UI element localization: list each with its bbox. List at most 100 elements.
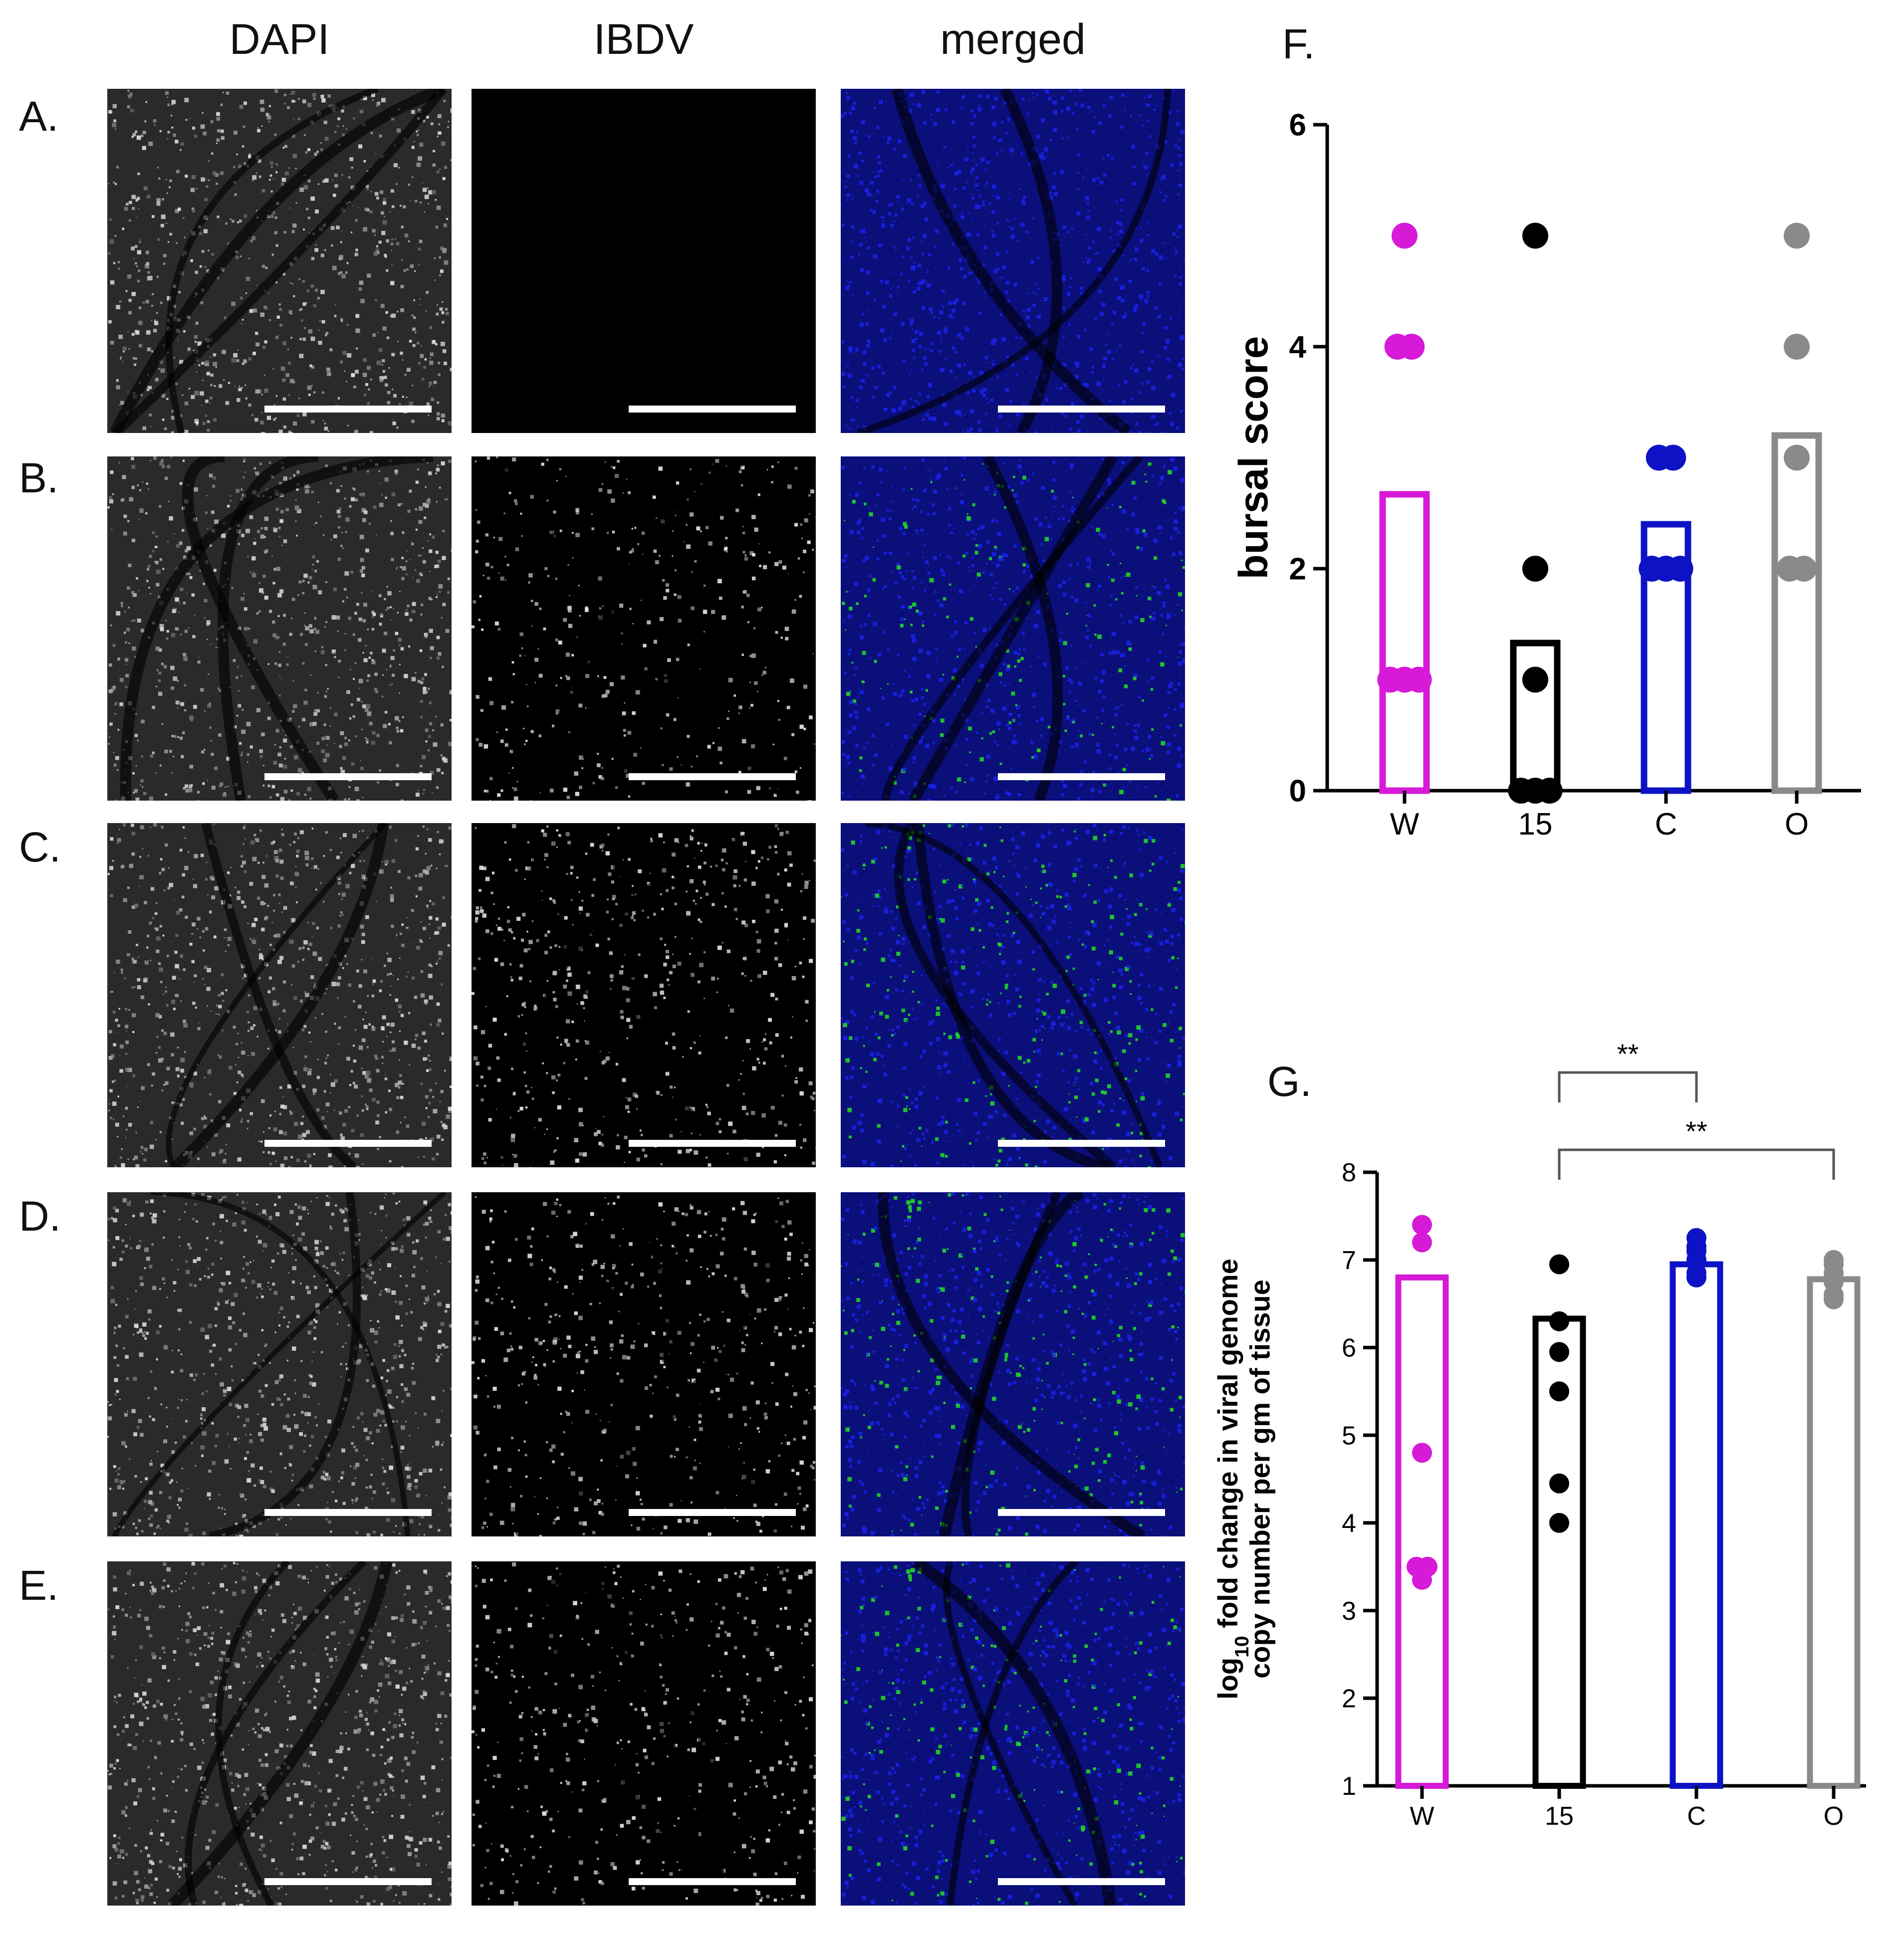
micrograph-d-dapi <box>107 1192 452 1536</box>
y-tick-label: 4 <box>1289 330 1307 365</box>
data-point-15 <box>1522 222 1548 249</box>
data-point-15 <box>1522 556 1548 582</box>
micrograph-e-merged <box>841 1561 1185 1906</box>
data-point-15 <box>1549 1311 1569 1331</box>
row-label-e: E. <box>19 1562 59 1609</box>
row-label-d: D. <box>19 1193 61 1240</box>
y-tick-label: 5 <box>1342 1421 1356 1450</box>
micrograph-e-ibdv <box>472 1561 816 1906</box>
data-point-O <box>1824 1289 1844 1309</box>
data-point-15 <box>1549 1473 1569 1494</box>
scale-bar <box>629 773 796 780</box>
bar-C <box>1669 1261 1723 1789</box>
y-tick-label: 1 <box>1342 1772 1356 1801</box>
x-tick-label: C <box>1687 1802 1706 1831</box>
row-label-b: B. <box>19 454 59 501</box>
data-point-15 <box>1549 1512 1569 1533</box>
scale-bar <box>998 1878 1165 1885</box>
data-point-W <box>1399 334 1425 360</box>
micrograph-a-dapi <box>107 89 452 433</box>
scale-bar <box>264 1878 432 1885</box>
significance-bracket <box>1558 1148 1835 1180</box>
micrograph-a-ibdv <box>472 89 816 433</box>
significance-label: ** <box>1617 1038 1639 1070</box>
y-tick-label: 6 <box>1289 108 1306 143</box>
micrograph-b-ibdv <box>472 456 816 801</box>
data-point-W <box>1412 1232 1432 1253</box>
y-axis-label-line1: log10 fold change in viral genome <box>1212 1259 1253 1700</box>
micrograph-b-dapi <box>107 456 452 801</box>
x-tick-label: W <box>1390 807 1420 842</box>
y-axis-label-line2: copy number per gm of tissue <box>1244 1280 1275 1679</box>
scale-bar <box>264 1140 432 1147</box>
scale-bar <box>998 773 1165 780</box>
data-point-O <box>1784 222 1810 249</box>
scale-bar <box>264 406 432 413</box>
scale-bar <box>998 1509 1165 1516</box>
data-point-15 <box>1549 1381 1569 1402</box>
y-tick-label: 2 <box>1289 552 1306 587</box>
data-point-W <box>1392 222 1418 249</box>
row-label-c: C. <box>19 824 61 870</box>
bar-W <box>1379 491 1430 794</box>
y-tick-label: 0 <box>1289 774 1306 809</box>
x-tick-label: 15 <box>1518 807 1553 842</box>
data-point-O <box>1784 444 1810 471</box>
data-point-15 <box>1522 666 1548 693</box>
x-tick-label: O <box>1785 807 1809 842</box>
y-tick-label: 8 <box>1342 1158 1356 1187</box>
bar-O <box>1771 432 1822 794</box>
micrograph-d-merged <box>841 1192 1185 1536</box>
scale-bar <box>629 1140 796 1147</box>
data-point-W <box>1412 1215 1432 1235</box>
column-header-merged: merged <box>940 15 1086 63</box>
y-tick-label: 3 <box>1342 1597 1356 1626</box>
y-tick-label: 4 <box>1342 1509 1356 1538</box>
data-point-O <box>1791 556 1817 582</box>
scale-bar <box>264 1509 432 1516</box>
panel-label-g: G. <box>1267 1058 1312 1105</box>
data-point-15 <box>1549 1254 1569 1275</box>
significance-label: ** <box>1685 1115 1707 1147</box>
data-point-15 <box>1536 778 1563 804</box>
scale-bar <box>264 773 432 780</box>
scale-bar <box>998 1140 1165 1147</box>
data-point-C <box>1686 1267 1706 1288</box>
micrograph-b-merged <box>841 456 1185 801</box>
data-point-O <box>1784 334 1810 360</box>
y-tick-label: 2 <box>1342 1684 1356 1713</box>
bar-15 <box>1510 640 1561 794</box>
scale-bar <box>998 406 1165 413</box>
data-point-15 <box>1549 1342 1569 1362</box>
significance-bracket <box>1558 1071 1698 1102</box>
data-point-W <box>1412 1443 1432 1463</box>
data-point-W <box>1412 1570 1432 1590</box>
micrograph-e-dapi <box>107 1561 452 1906</box>
micrograph-c-ibdv <box>472 823 816 1167</box>
micrograph-d-ibdv <box>472 1192 816 1536</box>
scale-bar <box>629 406 796 413</box>
scale-bar <box>629 1509 796 1516</box>
bar-W <box>1395 1274 1449 1789</box>
column-header-dapi: DAPI <box>229 15 330 63</box>
micrograph-a-merged <box>841 89 1185 433</box>
row-label-a: A. <box>19 93 59 140</box>
bar-O <box>1807 1276 1861 1789</box>
x-tick-label: 15 <box>1545 1802 1574 1831</box>
data-point-C <box>1660 444 1686 471</box>
x-tick-label: W <box>1410 1802 1434 1831</box>
x-tick-label: O <box>1824 1802 1844 1831</box>
scale-bar <box>629 1878 796 1885</box>
micrograph-c-dapi <box>107 823 452 1167</box>
data-point-W <box>1406 666 1432 693</box>
x-tick-label: C <box>1655 807 1677 842</box>
y-tick-label: 6 <box>1342 1334 1356 1363</box>
micrograph-c-merged <box>841 823 1185 1167</box>
column-header-ibdv: IBDV <box>593 15 694 63</box>
y-axis-label: bursal score <box>1231 336 1276 580</box>
panel-label-f: F. <box>1282 20 1315 67</box>
y-tick-label: 7 <box>1342 1246 1356 1275</box>
data-point-C <box>1667 556 1693 582</box>
